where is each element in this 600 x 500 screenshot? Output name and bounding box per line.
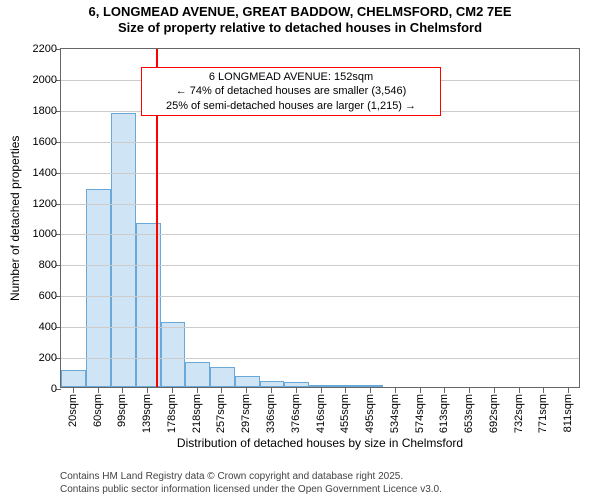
annotation-line: 25% of semi-detached houses are larger (… [148, 99, 434, 113]
gridline [61, 234, 579, 235]
x-tick-mark [494, 388, 495, 393]
x-tick-mark [420, 388, 421, 393]
annotation-line: ← 74% of detached houses are smaller (3,… [148, 84, 434, 98]
x-tick-mark [296, 388, 297, 393]
y-tick-label: 1000 [17, 228, 61, 240]
plot-area: 0200400600800100012001400160018002000220… [60, 48, 580, 388]
gridline [61, 204, 579, 205]
gridline [61, 173, 579, 174]
x-tick-label: 534sqm [389, 394, 401, 433]
gridline [61, 358, 579, 359]
x-tick-label: 60sqm [92, 394, 104, 427]
y-tick-label: 1400 [17, 167, 61, 179]
y-tick-label: 2000 [17, 74, 61, 86]
x-tick-label: 139sqm [141, 394, 153, 433]
x-tick-mark [98, 388, 99, 393]
x-tick-mark [147, 388, 148, 393]
x-tick-label: 692sqm [488, 394, 500, 433]
chart-titles: 6, LONGMEAD AVENUE, GREAT BADDOW, CHELMS… [0, 0, 600, 37]
x-tick-label: 495sqm [364, 394, 376, 433]
gridline [61, 296, 579, 297]
histogram-bar [61, 370, 86, 387]
x-tick-mark [469, 388, 470, 393]
title-line-2: Size of property relative to detached ho… [0, 20, 600, 36]
x-tick-mark [370, 388, 371, 393]
x-tick-label: 455sqm [339, 394, 351, 433]
x-tick-mark [543, 388, 544, 393]
x-tick-label: 297sqm [240, 394, 252, 433]
x-tick-label: 376sqm [290, 394, 302, 433]
x-tick-label: 416sqm [315, 394, 327, 433]
histogram-bar [309, 385, 333, 387]
footnote-line-2: Contains public sector information licen… [60, 484, 580, 497]
x-tick-label: 20sqm [67, 394, 79, 427]
y-tick-label: 1200 [17, 198, 61, 210]
x-tick-label: 811sqm [562, 394, 574, 432]
x-ticks: 20sqm 60sqm 99sqm 139sqm 178sqm 218sqm 257sqm 2… [60, 388, 580, 478]
footnote: Contains HM Land Registry data © Crown c… [60, 471, 580, 496]
footnote-line-1: Contains HM Land Registry data © Crown c… [60, 471, 580, 484]
x-tick-label: 613sqm [438, 394, 450, 433]
gridline [61, 327, 579, 328]
x-tick-mark [444, 388, 445, 393]
annotation-box: 6 LONGMEAD AVENUE: 152sqm← 74% of detach… [141, 67, 441, 116]
x-tick-label: 336sqm [265, 394, 277, 433]
y-tick-label: 1600 [17, 136, 61, 148]
x-tick-mark [122, 388, 123, 393]
annotation-line: 6 LONGMEAD AVENUE: 152sqm [148, 70, 434, 84]
y-tick-label: 2200 [17, 43, 61, 55]
x-tick-label: 732sqm [513, 394, 525, 433]
histogram-bar [235, 376, 260, 387]
gridline [61, 265, 579, 266]
chart-container: 6, LONGMEAD AVENUE, GREAT BADDOW, CHELMS… [0, 0, 600, 500]
x-tick-mark [197, 388, 198, 393]
x-tick-label: 257sqm [215, 394, 227, 433]
x-tick-label: 178sqm [166, 394, 178, 433]
x-tick-mark [395, 388, 396, 393]
y-tick-label: 1800 [17, 105, 61, 117]
x-tick-mark [568, 388, 569, 393]
x-tick-label: 771sqm [537, 394, 549, 433]
y-tick-label: 400 [17, 321, 61, 333]
x-tick-mark [246, 388, 247, 393]
histogram-bar [359, 385, 383, 387]
chart-wrap: Number of detached properties 0200400600… [60, 48, 580, 440]
x-tick-mark [221, 388, 222, 393]
histogram-bar [334, 385, 359, 387]
y-tick-label: 600 [17, 290, 61, 302]
x-axis-label: Distribution of detached houses by size … [60, 436, 580, 450]
title-line-1: 6, LONGMEAD AVENUE, GREAT BADDOW, CHELMS… [0, 4, 600, 20]
y-tick-label: 800 [17, 259, 61, 271]
y-axis-label: Number of detached properties [8, 48, 24, 388]
histogram-bar [284, 382, 309, 387]
x-tick-mark [73, 388, 74, 393]
x-tick-label: 653sqm [463, 394, 475, 433]
x-tick-mark [172, 388, 173, 393]
x-tick-mark [519, 388, 520, 393]
x-tick-mark [271, 388, 272, 393]
y-tick-label: 0 [17, 383, 61, 395]
y-tick-label: 200 [17, 352, 61, 364]
x-tick-label: 574sqm [414, 394, 426, 433]
histogram-bar [210, 367, 234, 387]
histogram-bar [185, 362, 210, 387]
gridline [61, 142, 579, 143]
x-tick-label: 218sqm [191, 394, 203, 433]
histogram-bar [161, 322, 185, 387]
x-tick-mark [345, 388, 346, 393]
x-tick-label: 99sqm [116, 394, 128, 427]
histogram-bar [111, 113, 135, 387]
x-tick-mark [321, 388, 322, 393]
histogram-bar [260, 381, 284, 387]
